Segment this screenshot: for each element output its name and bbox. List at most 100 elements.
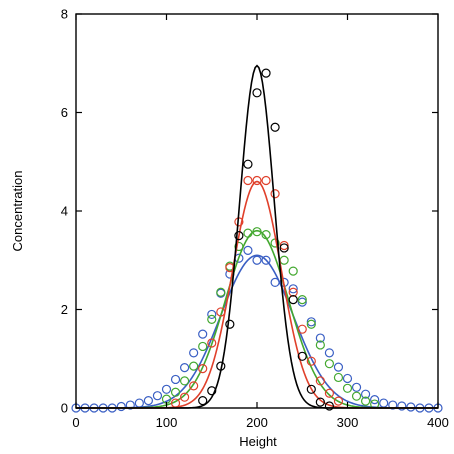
- series-0-point: [306, 317, 316, 327]
- series-1-point: [207, 314, 217, 324]
- series-0-point: [370, 395, 380, 405]
- series-0-point: [125, 400, 135, 410]
- series-3-point: [252, 88, 262, 98]
- series-0-point: [261, 255, 271, 265]
- series-2-point: [207, 338, 217, 348]
- series-2-point: [270, 189, 280, 199]
- series-0-point: [406, 402, 416, 412]
- series-1-point: [351, 391, 362, 401]
- x-tick-label: 0: [72, 415, 79, 430]
- series-3-point: [297, 351, 307, 361]
- series-0-point: [207, 309, 217, 320]
- series-3-point: [225, 319, 235, 329]
- series-0-point: [333, 362, 344, 372]
- series-1-point: [189, 361, 199, 371]
- x-tick-label: 100: [156, 415, 178, 430]
- series-0-point: [180, 363, 190, 373]
- series-0-point: [161, 384, 172, 394]
- series-3-point: [270, 122, 280, 132]
- series-0-point: [152, 391, 163, 401]
- series-2-point: [288, 287, 298, 297]
- series-0-point: [170, 374, 181, 385]
- series-3-fit-line: [76, 64, 438, 409]
- y-tick-label: 0: [61, 401, 68, 416]
- series-3-point: [288, 295, 298, 305]
- series-0-point: [198, 329, 208, 339]
- series-0-point: [297, 297, 307, 307]
- series-0-point: [388, 400, 398, 410]
- series-1-point: [243, 228, 253, 238]
- series-1-point: [170, 387, 181, 397]
- series-1-point: [324, 359, 334, 369]
- series-1-point: [315, 340, 325, 350]
- series-1-point: [342, 383, 353, 393]
- series-0-point: [397, 401, 407, 411]
- series-0-point: [252, 255, 262, 265]
- series-2-point: [261, 175, 271, 186]
- series-2-point: [252, 175, 262, 186]
- y-tick-label: 4: [61, 204, 68, 219]
- series-3-point: [216, 361, 226, 371]
- series-0-point: [379, 398, 389, 408]
- series-1-point: [361, 396, 371, 406]
- series-0-point: [189, 348, 199, 358]
- series-2-point: [306, 356, 316, 366]
- y-axis-label: Concentration: [10, 171, 25, 252]
- series-1-point: [234, 241, 244, 252]
- series-1-point: [306, 319, 316, 329]
- series-3-point: [243, 159, 253, 169]
- series-3-point: [207, 386, 217, 396]
- y-tick-label: 8: [61, 7, 68, 22]
- series-0-point: [315, 333, 325, 343]
- series-0-point: [143, 396, 153, 406]
- axis-ticks: 0 100 200 300 400 0 2 4 6 8: [61, 7, 449, 431]
- x-tick-label: 300: [337, 415, 359, 430]
- series-2-point: [243, 175, 253, 186]
- series-1-point: [279, 255, 289, 265]
- x-tick-label: 400: [427, 415, 449, 430]
- plot-frame: [75, 13, 439, 409]
- series-0-point: [351, 382, 362, 392]
- series-0-point: [324, 348, 334, 358]
- series-3-point: [279, 243, 289, 253]
- series-0-point: [361, 389, 371, 399]
- series-1-point: [288, 266, 298, 276]
- series-2-point: [315, 376, 325, 386]
- series-2-point: [170, 398, 181, 408]
- series-3-point: [261, 68, 271, 78]
- x-axis-label: Height: [239, 434, 277, 449]
- series-2-point: [216, 307, 226, 317]
- series-1-fit-line: [76, 229, 438, 409]
- series-1-point: [261, 230, 271, 240]
- series-0-point: [116, 401, 126, 412]
- series-0-point: [342, 373, 353, 384]
- y-tick-label: 6: [61, 105, 68, 120]
- chart-marks: [71, 64, 443, 413]
- series-3-point: [234, 231, 244, 241]
- series-0-point: [270, 277, 280, 288]
- series-0-point: [243, 245, 253, 255]
- series-0-point: [134, 398, 144, 408]
- series-2-point: [198, 364, 208, 374]
- series-0-fit-line: [76, 254, 438, 409]
- series-1-point: [333, 372, 344, 383]
- series-3-point: [324, 401, 334, 411]
- series-1-point: [180, 376, 190, 386]
- series-2-point: [189, 381, 199, 391]
- series-2-point: [180, 392, 190, 402]
- series-1-point: [252, 227, 262, 237]
- series-1-point: [216, 287, 226, 297]
- series-3-point: [315, 397, 325, 407]
- x-tick-label: 200: [246, 415, 268, 430]
- series-2-point: [279, 240, 289, 251]
- series-2-point: [324, 388, 334, 398]
- y-tick-label: 2: [61, 302, 68, 317]
- series-2-point: [333, 396, 344, 406]
- series-3-point: [306, 384, 316, 394]
- series-2-fit-line: [76, 180, 438, 409]
- series-3-point: [198, 396, 208, 406]
- series-1-point: [297, 295, 307, 305]
- series-0-point: [288, 284, 298, 294]
- series-1-point: [198, 341, 208, 352]
